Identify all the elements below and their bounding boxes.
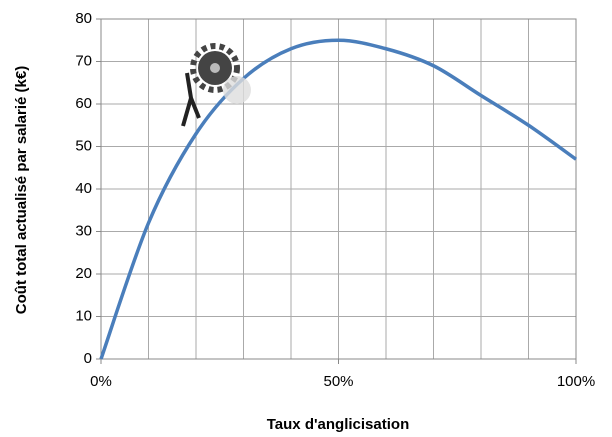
- grid: [100, 18, 577, 360]
- y-tick-label: 60: [75, 95, 92, 112]
- line-series: [99, 38, 578, 360]
- y-tick-label: 10: [75, 307, 92, 324]
- y-tick-label: 20: [75, 265, 92, 282]
- y-tick-label: 70: [75, 52, 92, 69]
- x-tick-label: 100%: [557, 373, 595, 390]
- y-tick-label: 50: [75, 137, 92, 154]
- x-axis-label: Taux d'anglicisation: [267, 416, 409, 433]
- x-tick-label: 50%: [323, 373, 353, 390]
- y-axis-label: Coût total actualisé par salarié (k€): [13, 66, 30, 314]
- y-tick-label: 30: [75, 222, 92, 239]
- y-tick-label: 40: [75, 180, 92, 197]
- x-tick-label: 0%: [90, 373, 112, 390]
- plot-frame: [100, 18, 577, 360]
- gear-icon: [181, 43, 251, 127]
- y-tick-label: 0: [84, 350, 92, 367]
- y-tick-label: 80: [75, 10, 92, 27]
